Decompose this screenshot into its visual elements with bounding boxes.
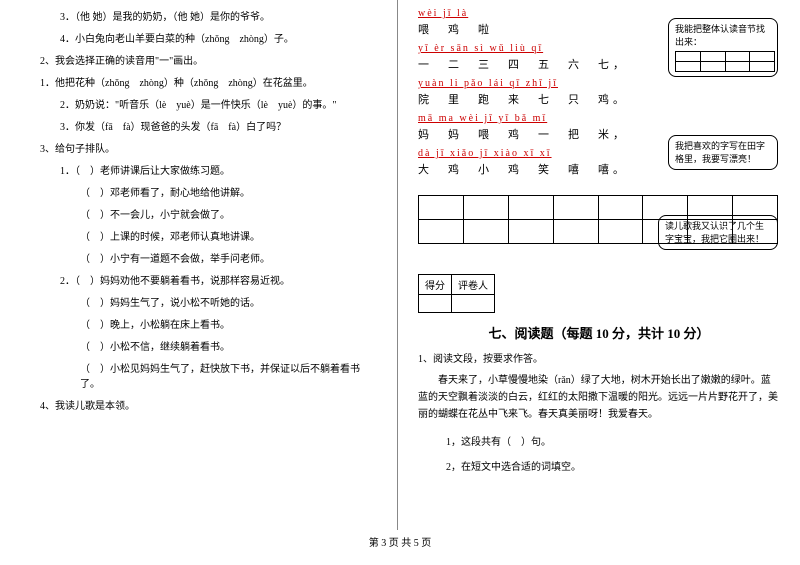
mini-recognition-grid <box>675 51 775 72</box>
left-column: 3．（他 她）是我的奶奶，（他 她）是你的爷爷。 4．小白兔向老山羊要白菜的种（… <box>0 0 398 530</box>
reading-q1: 1，这段共有（ ）句。 <box>418 433 780 448</box>
bubble-text: 我把喜欢的字写在田字格里，我要写漂亮！ <box>675 140 771 165</box>
left-text: 2．（ ）妈妈劝他不要躺着看书，说那样容易近视。 <box>40 272 377 287</box>
score-header: 评卷人 <box>452 275 495 295</box>
left-text: 1．他把花种（zhǒng zhòng）种（zhǒng zhòng）在花盆里。 <box>40 74 377 89</box>
hanzi-line: 妈 妈 喂 鸡 一 把 米， <box>418 126 648 142</box>
pinyin-line: yuàn li pǎo lái qī zhī jī <box>418 78 648 89</box>
pinyin-line: mā ma wèi jī yī bǎ mǐ <box>418 113 648 124</box>
left-text: 4．小白兔向老山羊要白菜的种（zhǒng zhòng）子。 <box>40 30 377 45</box>
pinyin-line: yī èr sān sì wǔ liù qī <box>418 43 648 54</box>
score-table: 得分 评卷人 <box>418 274 495 313</box>
hanzi-line: 院 里 跑 来 七 只 鸡。 <box>418 91 648 107</box>
left-text: （ ）邓老师看了，耐心地给他讲解。 <box>40 184 377 199</box>
hanzi-line: 一 二 三 四 五 六 七， <box>418 56 648 72</box>
left-text: （ ）妈妈生气了，说小松不听她的话。 <box>40 294 377 309</box>
left-text: 2、我会选择正确的读音用"一"画出。 <box>40 52 377 67</box>
speech-bubble-1: 我能把整体认读音节找出来： <box>668 18 778 77</box>
speech-bubble-3: 读儿歌我又认识了几个生字宝宝，我把它圈出来！ <box>658 215 778 250</box>
page-footer: 第 3 页 共 5 页 <box>0 534 800 549</box>
pinyin-line: wèi jī là <box>418 8 648 19</box>
bubble-text: 读儿歌我又认识了几个生字宝宝，我把它圈出来！ <box>665 220 771 245</box>
speech-bubble-2: 我把喜欢的字写在田字格里，我要写漂亮！ <box>668 135 778 170</box>
left-text: （ ）小松见妈妈生气了，赶快放下书，并保证以后不躺着看书了。 <box>40 360 377 390</box>
left-text: （ ）晚上，小松躺在床上看书。 <box>40 316 377 331</box>
left-text: 4、我读儿歌是本领。 <box>40 397 377 412</box>
left-text: 1．（ ）老师讲课后让大家做练习题。 <box>40 162 377 177</box>
reading-q2: 2，在短文中选合适的词填空。 <box>418 458 780 473</box>
hanzi-line: 喂 鸡 啦 <box>418 21 648 37</box>
reading-passage: 春天来了，小草慢慢地染（rǎn）绿了大地，树木开始长出了嫩嫩的绿叶。蓝蓝的天空飘… <box>418 372 780 423</box>
section-title-7: 七、阅读题（每题 10 分，共计 10 分） <box>418 323 780 342</box>
left-text: （ ）小宁有一道题不会做，举手问老师。 <box>40 250 377 265</box>
right-column: wèi jī là 喂 鸡 啦 yī èr sān sì wǔ liù qī 一… <box>398 0 800 530</box>
left-text: 2．奶奶说："听音乐（lè yuè）是一件快乐（lè yuè）的事。" <box>40 96 377 111</box>
poem-block: wèi jī là 喂 鸡 啦 yī èr sān sì wǔ liù qī 一… <box>418 8 648 177</box>
score-header: 得分 <box>419 275 452 295</box>
left-text: 3．（他 她）是我的奶奶，（他 她）是你的爷爷。 <box>40 8 377 23</box>
left-text: （ ）小松不信，继续躺着看书。 <box>40 338 377 353</box>
bubble-text: 我能把整体认读音节找出来： <box>675 23 771 48</box>
reading-intro: 1、阅读文段，按要求作答。 <box>418 350 780 365</box>
hanzi-line: 大 鸡 小 鸡 笑 嘻 嘻。 <box>418 161 648 177</box>
left-text: 3、给句子排队。 <box>40 140 377 155</box>
pinyin-line: dà jī xiǎo jī xiào xī xī <box>418 148 648 159</box>
left-text: （ ）不一会儿，小宁就会做了。 <box>40 206 377 221</box>
score-block: 得分 评卷人 <box>418 274 780 313</box>
left-text: （ ）上课的时候，邓老师认真地讲课。 <box>40 228 377 243</box>
left-text: 3．你发（fā fà）现爸爸的头发（fā fà）白了吗？ <box>40 118 377 133</box>
